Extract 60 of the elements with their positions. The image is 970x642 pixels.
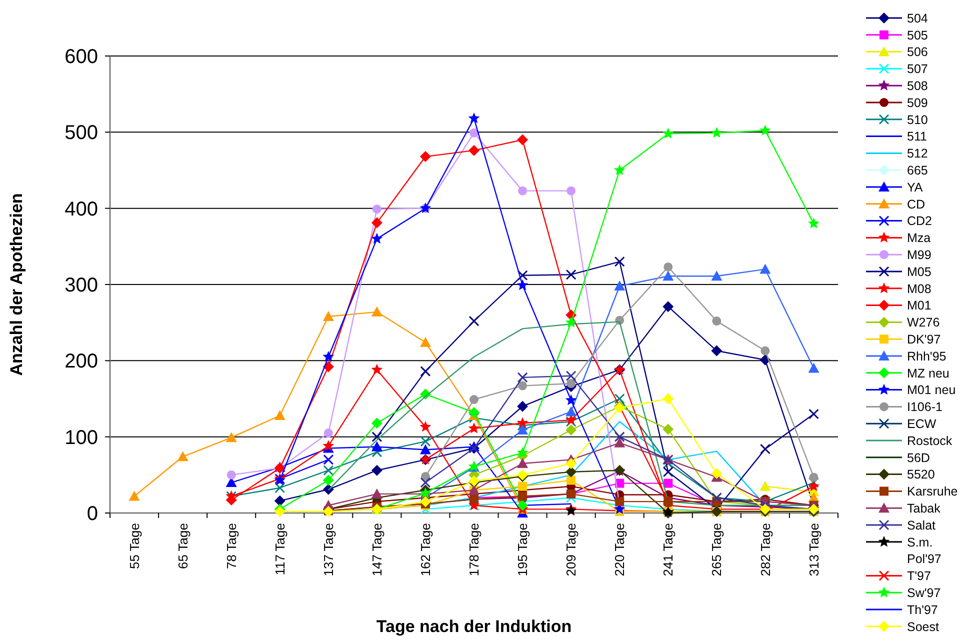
x-tick-label: 147 Tage	[369, 523, 384, 576]
legend-label: I106-1	[907, 400, 942, 414]
legend-label: Sw'97	[907, 586, 941, 600]
x-tick-label: 55 Tage	[126, 523, 142, 570]
legend-label: M01 neu	[907, 383, 956, 398]
x-axis-title: Tage nach der Induktion	[376, 617, 572, 636]
x-tick-label: 282 Tage	[758, 523, 773, 576]
legend-label: M05	[907, 264, 932, 279]
legend-label: DK'97	[907, 332, 941, 346]
y-tick-label: 500	[64, 122, 98, 144]
legend-label: Karsruhe	[907, 484, 958, 499]
x-tick-label: 220 Tage	[612, 523, 628, 576]
x-tick-label: 137 Tage	[320, 523, 336, 576]
x-tick-label: 265 Tage	[709, 523, 724, 576]
x-tick-label: 162 Tage	[418, 523, 434, 576]
legend-label: 512	[907, 146, 928, 161]
legend-label: 511	[907, 130, 927, 144]
legend-label: CD2	[907, 214, 932, 228]
legend-label: W276	[907, 316, 940, 330]
x-tick-label: 195 Tage	[515, 523, 530, 576]
legend-label: 508	[907, 78, 928, 93]
legend-label: 5520	[907, 468, 935, 482]
y-tick-label: 200	[64, 350, 98, 373]
legend-label: 509	[907, 96, 928, 110]
y-tick-label: 100	[64, 426, 98, 449]
legend-label: 507	[907, 62, 928, 76]
legend-label: M01	[907, 298, 932, 313]
legend-label: Rhh'95	[907, 349, 946, 364]
legend-label: 505	[907, 28, 928, 42]
legend-label: MZ neu	[907, 366, 950, 380]
legend-label: S.m. Pol'97	[907, 535, 942, 566]
legend-label: Th'97	[907, 602, 938, 617]
legend-label: 506	[907, 45, 928, 60]
x-tick-label: 241 Tage	[660, 523, 676, 576]
y-tick-label: 0	[86, 503, 98, 525]
legend-label: CD	[907, 197, 926, 212]
legend-label: Soest	[907, 620, 940, 634]
legend-label: 665	[907, 163, 928, 178]
legend-label: M99	[907, 248, 932, 262]
legend-label: M08	[907, 282, 932, 296]
legend-label: ECW	[907, 416, 936, 431]
legend-label: Salat	[907, 518, 936, 532]
x-tick-label: 65 Tage	[175, 523, 190, 570]
legend-label: 510	[907, 112, 928, 127]
legend-label: 504	[907, 11, 928, 26]
legend-label: T'97	[907, 569, 931, 584]
legend-label: YA	[907, 180, 924, 194]
legend-label: Rostock	[907, 434, 953, 448]
x-tick-label: 117 Tage	[272, 523, 288, 576]
x-tick-label: 313 Tage	[806, 523, 822, 576]
legend-label: Tabak	[907, 501, 942, 516]
y-tick-label: 600	[64, 46, 98, 68]
y-axis-title: Anzahl der Apothezien	[7, 193, 26, 376]
x-tick-label: 178 Tage	[466, 523, 482, 576]
legend-label: 56D	[907, 450, 930, 465]
x-tick-label: 209 Tage	[564, 523, 579, 576]
legend-label: Mza	[907, 231, 931, 246]
x-tick-label: 78 Tage	[224, 523, 239, 570]
y-tick-label: 400	[64, 198, 98, 220]
y-tick-label: 300	[64, 274, 98, 296]
